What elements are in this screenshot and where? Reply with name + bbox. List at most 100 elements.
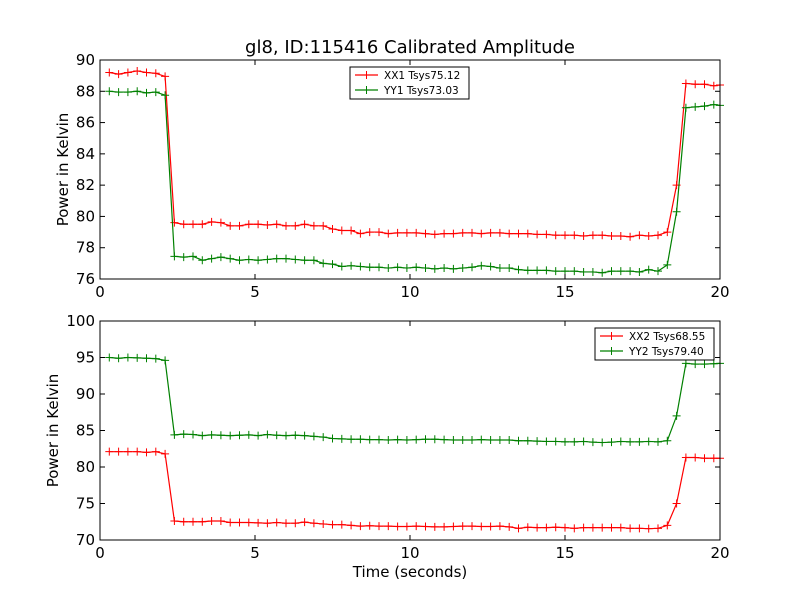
top-series-0-point [588, 231, 597, 240]
bottom-series-1-point [402, 435, 411, 444]
top-series-1-point [402, 264, 411, 273]
top-series-1-point [616, 267, 625, 276]
top-series-0-point [151, 69, 160, 78]
top-series-0-point [598, 231, 607, 240]
top-series-0-point [207, 217, 216, 226]
bottom-series-1-point [607, 438, 616, 447]
bottom-series-1-point [486, 435, 495, 444]
bottom-legend-marker-0 [607, 332, 616, 340]
bottom-series-0-point [142, 448, 151, 457]
top-series-0-point [291, 221, 300, 230]
bottom-series-0-point [458, 522, 467, 531]
top-y-tick-label: 84 [76, 145, 95, 163]
top-x-tick-label: 15 [555, 283, 574, 301]
bottom-series-1-point [421, 435, 430, 444]
top-series-1-point [356, 262, 365, 271]
top-series-0-point [300, 220, 309, 229]
bottom-y-tick-label: 80 [76, 458, 95, 476]
top-x-tick-label: 5 [250, 283, 260, 301]
bottom-series-1-point [570, 437, 579, 446]
top-series-0-point [235, 221, 244, 230]
bottom-series-0-point [533, 523, 542, 532]
top-y-tick-label: 80 [76, 207, 95, 225]
top-series-0-point [114, 70, 123, 79]
top-series-1-point [681, 103, 690, 112]
bottom-series-0-point [151, 447, 160, 456]
top-series-0-point [626, 232, 635, 241]
bottom-y-tick-label: 75 [76, 495, 95, 513]
bottom-series-0-point [486, 522, 495, 531]
top-series-0-point [133, 66, 142, 75]
bottom-plot-series [105, 353, 724, 533]
bottom-series-1-point [356, 435, 365, 444]
bottom-series-1-point [244, 430, 253, 439]
bottom-series-0-point [207, 517, 216, 526]
bottom-series-0-point [421, 522, 430, 531]
top-series-0-point [170, 218, 179, 227]
top-series-0-point [421, 229, 430, 238]
bottom-series-1-point [365, 435, 374, 444]
bottom-y-tick-label: 90 [76, 385, 95, 403]
bottom-series-0-point [514, 524, 523, 533]
bottom-series-1-point [142, 354, 151, 363]
top-series-0-point [486, 228, 495, 237]
top-series-1-point [282, 254, 290, 263]
bottom-series-0-point [198, 517, 207, 526]
bottom-series-0-point [626, 524, 635, 533]
bottom-series-0-point [282, 519, 290, 528]
bottom-series-0-point [505, 522, 514, 531]
top-series-0-point [216, 218, 225, 227]
top-series-1-point [440, 264, 449, 273]
bottom-series-0-point [468, 522, 476, 531]
top-series-0-point [663, 228, 672, 237]
top-series-1-point [347, 261, 356, 270]
top-series-1-point [161, 91, 170, 100]
bottom-series-1-point [337, 434, 346, 443]
top-series-1-point [588, 267, 597, 276]
top-series-1-point [709, 100, 718, 109]
bottom-series-0-point [430, 522, 439, 531]
bottom-series-0-point [551, 523, 560, 532]
top-series-1-point [663, 260, 672, 269]
bottom-series-1-point [681, 359, 690, 368]
bottom-series-0-point [691, 453, 700, 462]
top-series-0-point [561, 231, 569, 240]
bottom-series-0-point [607, 523, 616, 532]
top-series-0-point [654, 231, 662, 240]
bottom-series-0-point [337, 520, 346, 529]
top-series-1-point [626, 267, 635, 276]
bottom-series-0-point [356, 522, 365, 531]
top-plot-ticks: 0 5 10 15 20 76 78 80 82 84 86 88 90 [76, 51, 730, 301]
bottom-series-1-point [123, 353, 132, 362]
bottom-legend-label-0: XX2 Tsys68.55 [629, 331, 705, 343]
top-series-1-point [207, 254, 216, 263]
top-series-1-point [319, 259, 328, 268]
top-series-0-point [375, 228, 383, 237]
top-series-0-point [244, 220, 253, 229]
bottom-series-1-point [654, 437, 662, 446]
top-series-1-point [570, 267, 579, 276]
bottom-series-1-point [282, 431, 290, 440]
top-series-1-point [263, 255, 272, 264]
top-series-1-point [114, 88, 123, 97]
top-series-1-point [533, 266, 542, 275]
top-series-1-point [458, 264, 467, 273]
bottom-legend: XX2 Tsys68.55 YY2 Tsys79.40 [594, 327, 715, 361]
top-series-1-point [365, 263, 374, 272]
bottom-series-0-point [161, 449, 170, 458]
top-series-0-point [123, 68, 132, 77]
top-series-0-point [616, 231, 625, 240]
top-series-1-point [579, 267, 588, 276]
top-series-1-point [337, 262, 346, 271]
top-series-1-point [393, 263, 402, 272]
bottom-series-0-point [309, 519, 318, 528]
top-series-1-point [449, 264, 458, 273]
top-y-tick-label: 82 [76, 176, 95, 194]
bottom-y-axis-label: Power in Kelvin [44, 374, 62, 488]
top-series-1-point [300, 256, 309, 265]
bottom-series-1-point [477, 435, 486, 444]
top-series-1-point [328, 260, 337, 269]
bottom-series-1-point [468, 435, 476, 444]
top-subplot: 0 5 10 15 20 76 78 80 82 84 86 88 90 Power in Kelvin… [54, 51, 730, 301]
top-legend-label-0: XX1 Tsys75.12 [384, 70, 460, 82]
